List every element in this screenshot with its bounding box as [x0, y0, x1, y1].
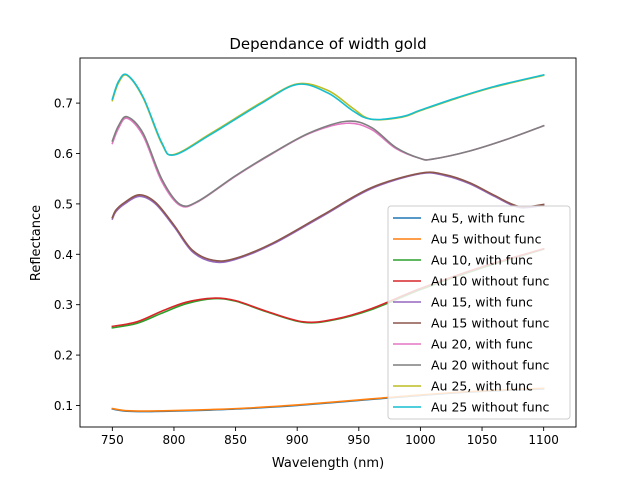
series-line-8 [111, 115, 545, 207]
plot-area-frame [79, 57, 577, 428]
x-tick-label: 1000 [405, 433, 436, 447]
legend-entry-label: Au 20, with func [431, 337, 533, 352]
series-layer [111, 73, 545, 413]
x-axis: 750 800 850 900 950 1000 1050 1100 [101, 427, 559, 447]
x-tick-label: 1050 [467, 433, 498, 447]
legend-entry-label: Au 10, with func [431, 253, 533, 268]
y-tick-label: 0.2 [54, 349, 73, 363]
series-line-5 [111, 172, 545, 264]
legend-entry-label: Au 15, with func [431, 295, 533, 310]
series-line-6 [111, 171, 545, 262]
chart-title: Dependance of width gold [229, 35, 426, 53]
y-tick-label: 0.6 [54, 147, 73, 161]
x-tick-label: 900 [286, 433, 309, 447]
y-axis-label: Reflectance [29, 205, 44, 281]
legend-box [387, 205, 571, 420]
legend-entry-label: Au 15 without func [431, 316, 550, 331]
legend-entry-label: Au 5, with func [431, 211, 525, 226]
legend: Au 5, with func Au 5 without func Au 10, w… [387, 205, 571, 420]
x-tick-label: 950 [347, 433, 370, 447]
y-tick-label: 0.5 [54, 197, 73, 211]
legend-entry-label: Au 25, with func [431, 379, 533, 394]
legend-entry-label: Au 25 without func [431, 400, 550, 415]
legend-entry-label: Au 20 without func [431, 358, 550, 373]
y-axis: 0.1 0.2 0.3 0.4 0.5 0.6 0.7 [54, 97, 80, 413]
x-tick-label: 850 [224, 433, 247, 447]
x-tick-label: 750 [101, 433, 124, 447]
legend-entry-label: Au 10 without func [431, 274, 550, 289]
y-tick-label: 0.4 [54, 248, 73, 262]
x-tick-label: 1100 [528, 433, 559, 447]
y-tick-label: 0.7 [54, 97, 73, 111]
x-tick-label: 800 [163, 433, 186, 447]
y-tick-label: 0.3 [54, 298, 73, 312]
y-tick-label: 0.1 [54, 399, 73, 413]
series-line-10 [111, 73, 545, 157]
x-axis-label: Wavelength (nm) [272, 456, 384, 471]
legend-entry-label: Au 5 without func [431, 232, 542, 247]
